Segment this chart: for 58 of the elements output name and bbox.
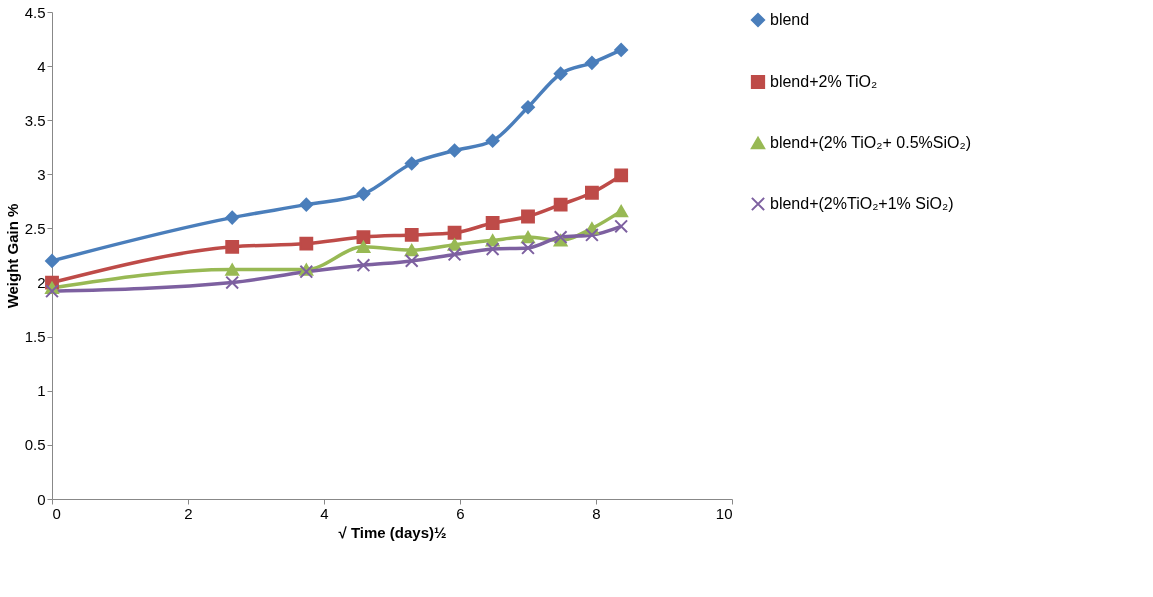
legend-label: blend+(2%TiO₂+1% SiO₂) <box>770 195 954 212</box>
point <box>356 258 371 273</box>
point <box>299 197 314 212</box>
point <box>521 209 535 224</box>
point <box>45 254 59 268</box>
legend-label: blend+(2% TiO₂+ 0.5%SiO₂) <box>770 134 971 151</box>
y-tick-label: 3.5 <box>24 111 46 129</box>
point <box>585 185 599 200</box>
point <box>553 197 568 212</box>
legend-label: blend <box>770 11 810 28</box>
legend-label: blend+2% TiO₂ <box>770 73 878 90</box>
point <box>585 228 599 242</box>
y-axis-title: Weight Gain % <box>3 203 21 309</box>
point <box>356 240 371 253</box>
x-tick-label: 10 <box>715 504 733 522</box>
point <box>225 275 240 290</box>
y-tick-label: 4 <box>37 57 46 75</box>
point <box>614 42 629 57</box>
point <box>614 219 629 234</box>
point <box>585 55 599 70</box>
point <box>299 236 314 251</box>
x-tick-label: 0 <box>52 504 61 522</box>
point <box>225 210 240 225</box>
x-tick-label: 4 <box>320 504 329 522</box>
x-tick-label: 8 <box>592 504 601 522</box>
x-tick-label: 2 <box>184 504 193 522</box>
point <box>447 247 462 262</box>
x-axis-title: √ Time (days)½ <box>338 523 447 541</box>
x-tick-label: 6 <box>456 504 465 522</box>
y-tick-label: 1 <box>37 382 46 400</box>
point <box>521 230 535 244</box>
point <box>521 100 535 115</box>
point <box>404 156 419 171</box>
point <box>521 241 535 255</box>
point <box>404 254 419 268</box>
y-tick-label: 3 <box>37 165 46 183</box>
point <box>356 230 371 245</box>
y-tick-label: 2 <box>37 274 46 292</box>
y-tick-label: 0.5 <box>24 436 46 454</box>
point <box>45 284 59 299</box>
point <box>614 168 629 183</box>
point <box>447 143 462 158</box>
point <box>485 133 500 148</box>
point <box>404 228 419 242</box>
point <box>225 239 240 254</box>
point <box>447 225 462 240</box>
y-tick-label: 0 <box>37 490 46 508</box>
y-tick-label: 2.5 <box>24 219 46 237</box>
point <box>225 263 240 276</box>
point <box>614 205 629 218</box>
y-tick-label: 4.5 <box>24 3 46 21</box>
point <box>404 243 419 257</box>
point <box>356 186 371 201</box>
point <box>485 216 500 230</box>
point <box>553 66 568 81</box>
point <box>447 238 462 251</box>
point <box>485 242 500 256</box>
y-tick-label: 1.5 <box>24 328 46 346</box>
